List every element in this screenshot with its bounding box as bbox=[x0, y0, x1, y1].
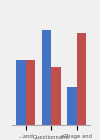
Bar bbox=[16, 60, 26, 125]
Bar bbox=[77, 33, 86, 125]
Bar bbox=[26, 60, 35, 125]
Bar bbox=[67, 87, 77, 125]
Bar bbox=[51, 67, 61, 125]
Bar bbox=[42, 30, 51, 125]
